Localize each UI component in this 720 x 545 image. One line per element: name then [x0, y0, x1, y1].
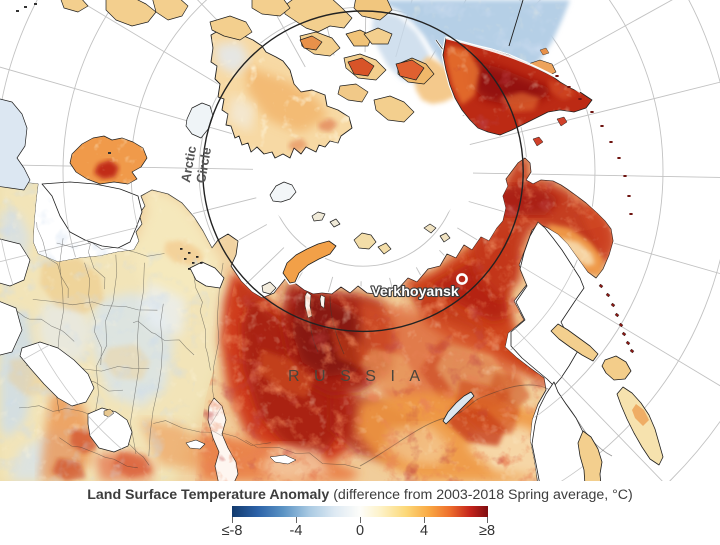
svg-text:Arctic: Arctic — [178, 145, 199, 184]
svg-text:Verkhoyansk: Verkhoyansk — [371, 284, 459, 300]
svg-text:RUSSIA: RUSSIA — [288, 368, 435, 385]
svg-text:Circle: Circle — [193, 146, 214, 184]
